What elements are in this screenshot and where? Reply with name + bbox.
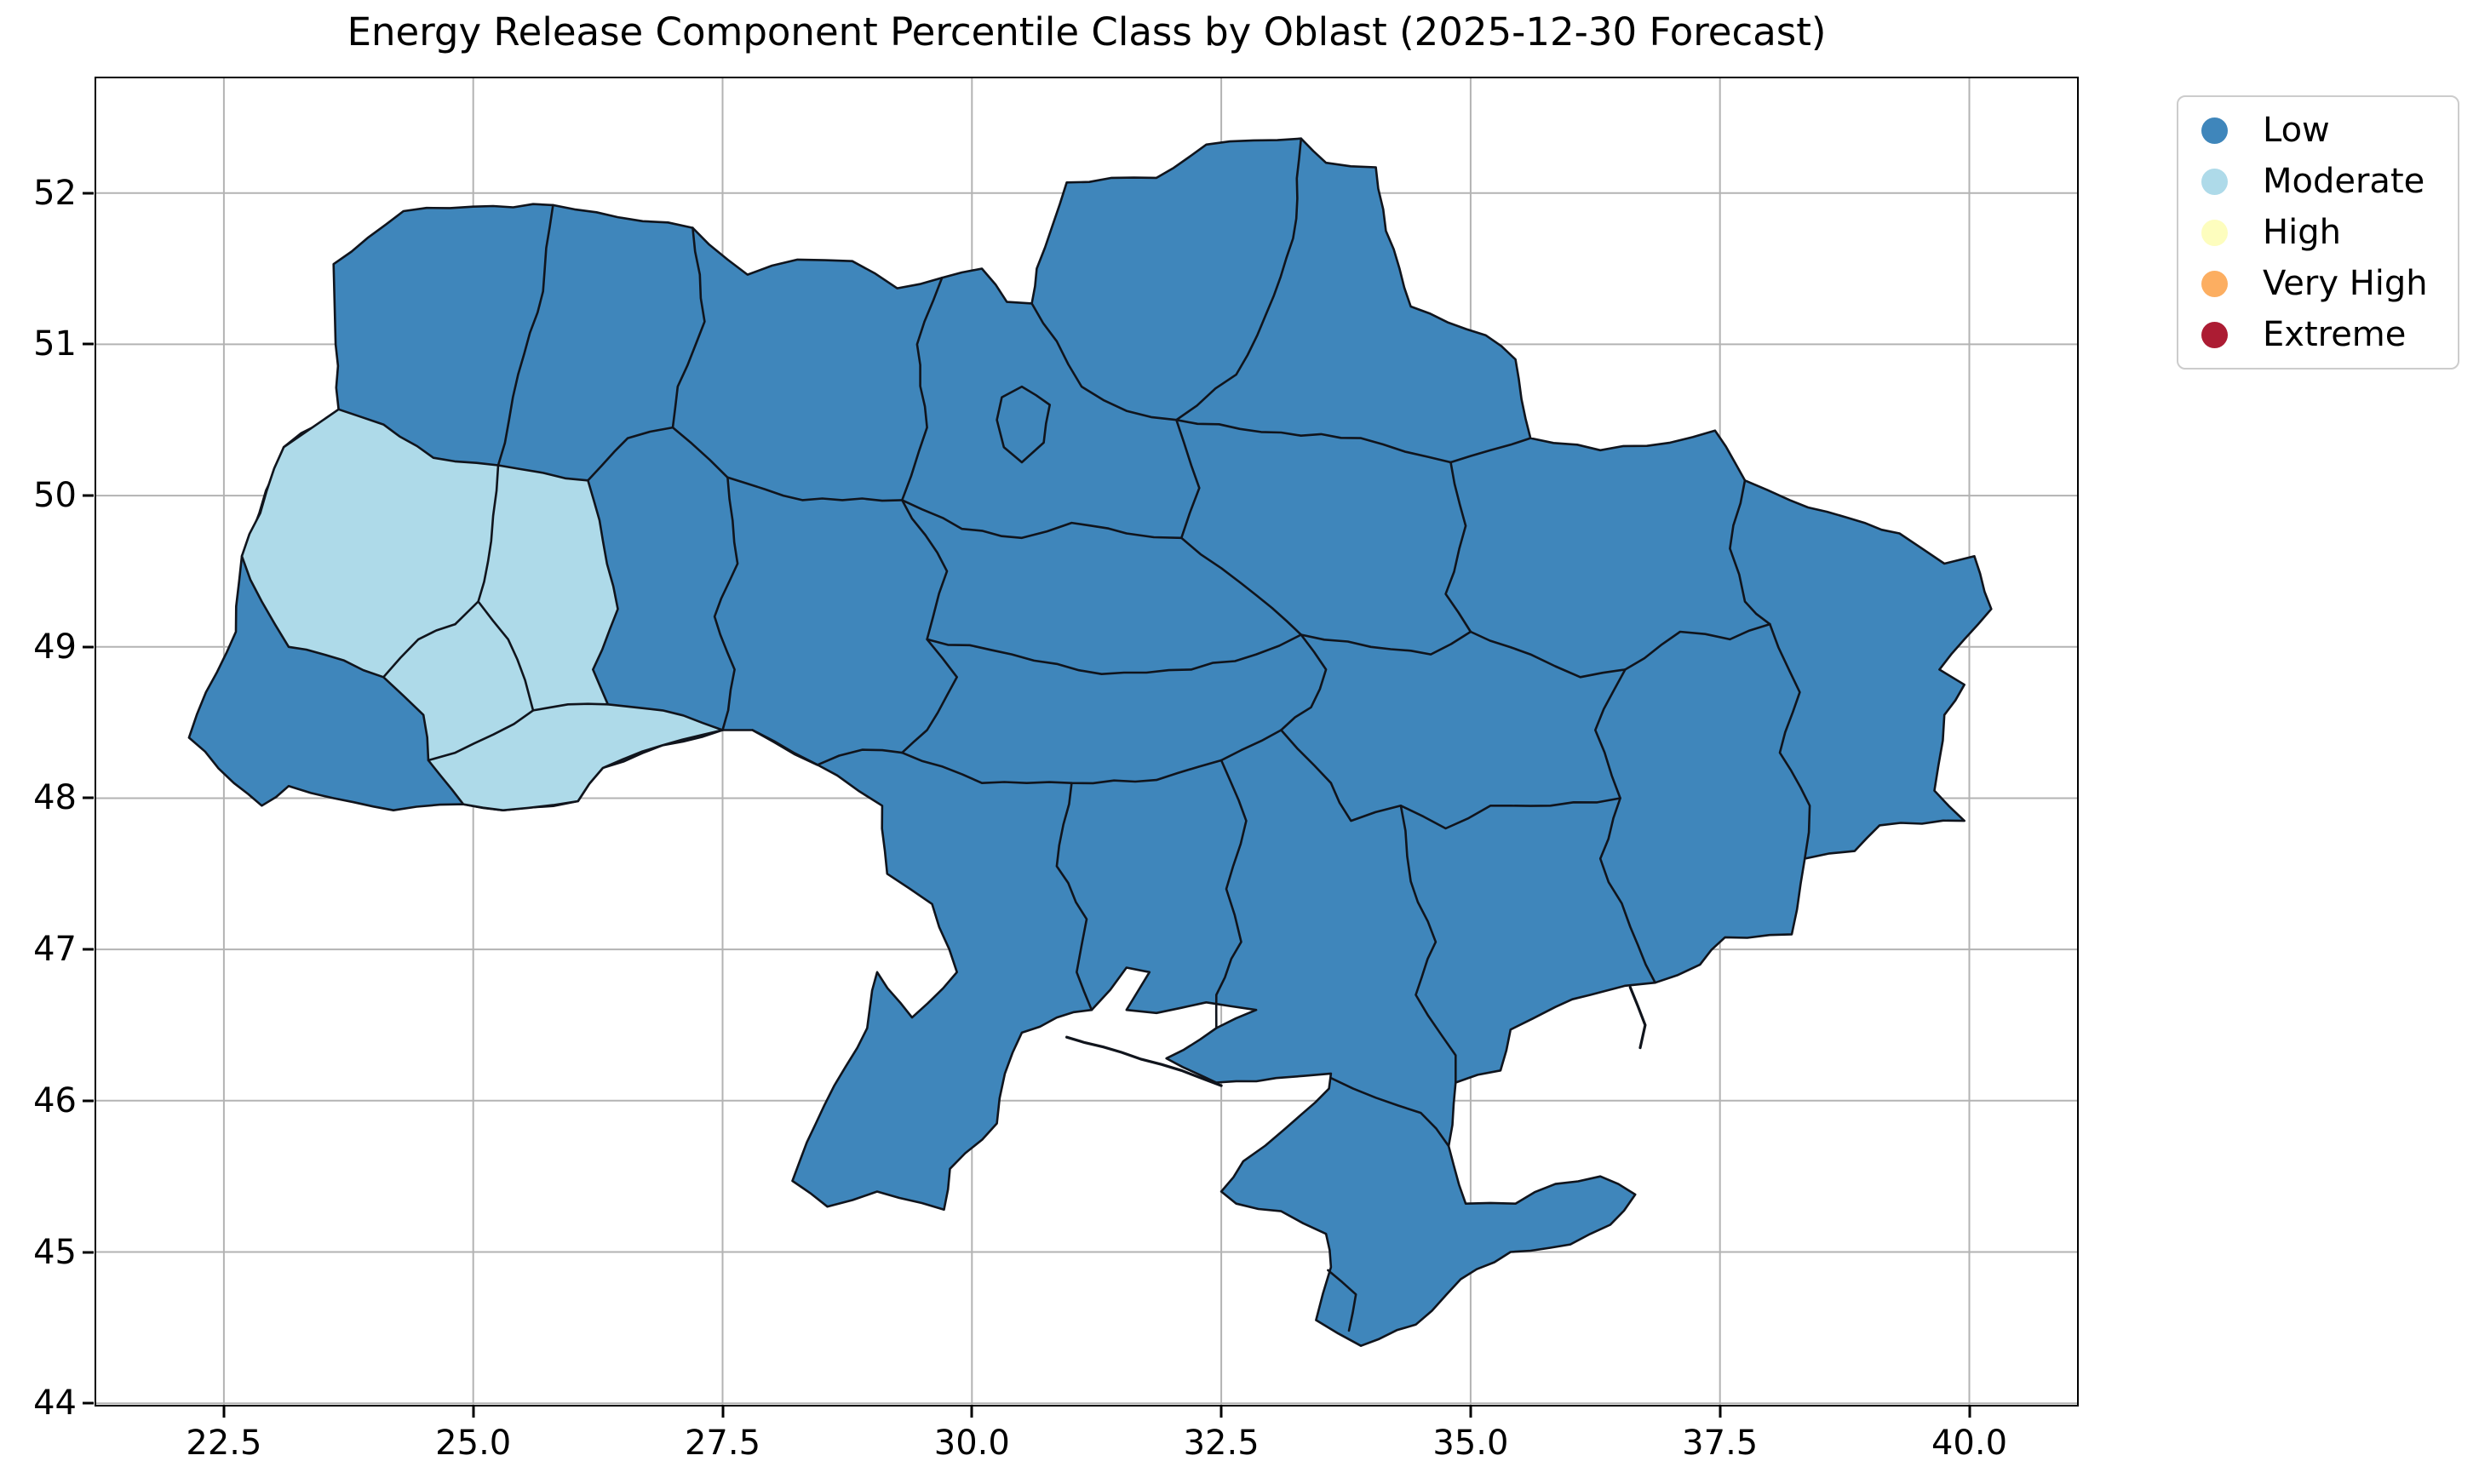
chart-title: Energy Release Component Percentile Clas… bbox=[347, 9, 1827, 54]
y-tick-label: 48 bbox=[33, 778, 77, 818]
oblast-border bbox=[453, 463, 499, 625]
oblast-border bbox=[1469, 630, 1627, 679]
oblast-border bbox=[1030, 301, 1178, 421]
y-tick-label: 50 bbox=[33, 476, 77, 516]
x-tick-mark bbox=[970, 1407, 973, 1418]
oblast-border bbox=[1623, 622, 1771, 671]
oblast-border bbox=[900, 498, 1183, 539]
x-tick-mark bbox=[721, 1407, 724, 1418]
ukraine-choropleth-map bbox=[95, 77, 2077, 1405]
oblast-border bbox=[671, 226, 706, 428]
x-tick-label: 32.5 bbox=[1183, 1424, 1260, 1463]
y-tick-mark bbox=[83, 1099, 94, 1103]
y-tick-mark bbox=[83, 192, 94, 195]
oblast-border bbox=[1174, 136, 1302, 421]
legend-item-extreme: Extreme bbox=[2178, 309, 2458, 360]
legend-item-label: Moderate bbox=[2263, 162, 2425, 201]
oblast-border bbox=[1174, 418, 1452, 463]
x-tick-mark bbox=[1968, 1407, 1971, 1418]
y-tick-label: 44 bbox=[33, 1384, 77, 1424]
y-tick-mark bbox=[83, 1251, 94, 1254]
legend-item-high: High bbox=[2178, 207, 2458, 258]
legend-item-label: Low bbox=[2263, 111, 2330, 150]
x-tick-label: 30.0 bbox=[933, 1424, 1010, 1463]
coastal-spit bbox=[1064, 1035, 1223, 1087]
x-tick-label: 35.0 bbox=[1432, 1424, 1509, 1463]
oblast-border bbox=[671, 426, 904, 501]
legend-item-label: Very High bbox=[2263, 264, 2428, 303]
y-tick-mark bbox=[83, 342, 94, 346]
legend-marker-icon bbox=[2201, 219, 2228, 246]
x-tick-label: 40.0 bbox=[1931, 1424, 2008, 1463]
western-oblast-cluster-region bbox=[240, 408, 724, 811]
plot-area bbox=[94, 76, 2079, 1407]
oblast-border bbox=[1174, 418, 1302, 636]
oblast-border bbox=[750, 728, 904, 766]
x-tick-label: 27.5 bbox=[684, 1424, 761, 1463]
oblast-border bbox=[531, 702, 609, 712]
x-tick-label: 25.0 bbox=[435, 1424, 512, 1463]
oblast-border bbox=[925, 633, 1302, 675]
oblast-border bbox=[1768, 622, 1810, 860]
oblast-border bbox=[1300, 630, 1472, 656]
y-tick-label: 45 bbox=[33, 1232, 77, 1272]
oblast-border bbox=[1214, 759, 1248, 1029]
legend-marker-icon bbox=[2201, 168, 2228, 195]
legend-item-moderate: Moderate bbox=[2178, 156, 2458, 207]
legend-marker-icon bbox=[2201, 270, 2228, 297]
legend-item-label: Extreme bbox=[2263, 315, 2407, 354]
y-tick-label: 49 bbox=[33, 627, 77, 667]
y-tick-mark bbox=[83, 948, 94, 951]
legend-marker-icon bbox=[2201, 117, 2228, 144]
oblast-border bbox=[1449, 436, 1531, 463]
oblast-border bbox=[1593, 668, 1656, 983]
oblast-border bbox=[1279, 633, 1327, 731]
y-tick-label: 51 bbox=[33, 324, 77, 364]
oblast-border bbox=[1443, 461, 1472, 633]
y-tick-mark bbox=[83, 796, 94, 799]
oblast-border bbox=[713, 476, 738, 731]
x-tick-mark bbox=[1469, 1407, 1472, 1418]
y-tick-mark bbox=[83, 494, 94, 497]
oblast-border bbox=[382, 622, 456, 679]
city-enclave-boundary bbox=[995, 385, 1051, 463]
x-tick-mark bbox=[222, 1407, 226, 1418]
oblast-border bbox=[1399, 804, 1457, 1084]
legend-item-label: High bbox=[2263, 213, 2341, 252]
y-tick-label: 52 bbox=[33, 173, 77, 213]
y-tick-label: 46 bbox=[33, 1080, 77, 1120]
y-tick-mark bbox=[83, 645, 94, 649]
x-tick-mark bbox=[472, 1407, 475, 1418]
oblast-border bbox=[586, 426, 674, 482]
oblast-border bbox=[496, 203, 554, 467]
y-tick-mark bbox=[83, 1401, 94, 1405]
coastal-spit bbox=[1628, 985, 1647, 1049]
x-tick-label: 37.5 bbox=[1682, 1424, 1759, 1463]
legend-item-very-high: Very High bbox=[2178, 258, 2458, 309]
oblast-border bbox=[900, 276, 943, 501]
oblast-border bbox=[427, 708, 534, 761]
oblast-border bbox=[1329, 1076, 1449, 1147]
oblast-border bbox=[476, 599, 534, 712]
legend-item-low: Low bbox=[2178, 105, 2458, 156]
oblast-border bbox=[1326, 1269, 1357, 1332]
y-tick-label: 47 bbox=[33, 930, 77, 970]
oblast-border bbox=[1279, 728, 1621, 829]
oblast-border bbox=[1728, 478, 1771, 625]
oblast-border bbox=[1055, 781, 1093, 1011]
x-tick-mark bbox=[1219, 1407, 1223, 1418]
legend: Low Moderate High Very High Extreme bbox=[2177, 95, 2459, 370]
x-tick-label: 22.5 bbox=[186, 1424, 262, 1463]
legend-marker-icon bbox=[2201, 321, 2228, 348]
x-tick-mark bbox=[1719, 1407, 1722, 1418]
